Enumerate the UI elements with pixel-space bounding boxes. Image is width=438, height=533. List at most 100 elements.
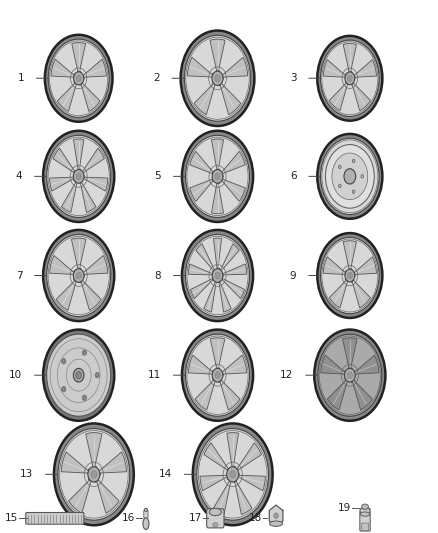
Ellipse shape: [143, 518, 149, 529]
Text: 13: 13: [20, 470, 33, 479]
Polygon shape: [223, 355, 247, 374]
Polygon shape: [195, 380, 215, 410]
Ellipse shape: [83, 351, 86, 354]
Ellipse shape: [212, 82, 214, 84]
Ellipse shape: [234, 466, 235, 468]
Ellipse shape: [318, 334, 382, 416]
Polygon shape: [212, 139, 223, 169]
Ellipse shape: [238, 473, 240, 475]
Ellipse shape: [80, 84, 81, 85]
Ellipse shape: [43, 329, 114, 421]
Ellipse shape: [361, 504, 368, 510]
Ellipse shape: [43, 131, 114, 222]
Text: 8: 8: [155, 271, 161, 280]
Text: 12: 12: [280, 370, 293, 380]
Ellipse shape: [83, 175, 85, 177]
Ellipse shape: [361, 175, 364, 178]
Ellipse shape: [80, 268, 81, 270]
Ellipse shape: [347, 372, 353, 378]
Ellipse shape: [76, 75, 81, 82]
Ellipse shape: [212, 71, 223, 85]
Ellipse shape: [219, 182, 220, 184]
Polygon shape: [81, 83, 100, 111]
Ellipse shape: [82, 350, 87, 356]
Ellipse shape: [182, 131, 253, 222]
Polygon shape: [53, 148, 75, 173]
Ellipse shape: [219, 169, 220, 171]
Ellipse shape: [227, 469, 229, 471]
Polygon shape: [221, 244, 239, 271]
Ellipse shape: [269, 521, 283, 526]
Ellipse shape: [88, 467, 100, 482]
FancyBboxPatch shape: [26, 513, 84, 524]
Ellipse shape: [321, 40, 379, 116]
Ellipse shape: [219, 70, 220, 72]
Ellipse shape: [325, 144, 374, 208]
Ellipse shape: [345, 368, 355, 382]
Text: 15: 15: [5, 513, 18, 523]
Polygon shape: [51, 59, 74, 77]
Ellipse shape: [83, 396, 86, 399]
Ellipse shape: [76, 272, 81, 279]
Polygon shape: [210, 338, 225, 368]
Ellipse shape: [352, 159, 355, 163]
Ellipse shape: [74, 271, 75, 272]
Polygon shape: [323, 257, 346, 274]
Ellipse shape: [345, 72, 355, 85]
Ellipse shape: [360, 512, 370, 516]
Polygon shape: [196, 244, 215, 271]
Ellipse shape: [345, 370, 346, 372]
Ellipse shape: [215, 272, 220, 279]
Polygon shape: [329, 280, 348, 308]
Ellipse shape: [88, 469, 90, 471]
Ellipse shape: [43, 230, 114, 321]
Ellipse shape: [227, 467, 239, 482]
Ellipse shape: [223, 77, 224, 79]
Ellipse shape: [180, 30, 254, 126]
FancyBboxPatch shape: [361, 523, 368, 530]
Ellipse shape: [215, 173, 220, 180]
Ellipse shape: [230, 471, 236, 478]
Polygon shape: [352, 380, 372, 410]
Ellipse shape: [80, 71, 81, 73]
Ellipse shape: [274, 513, 278, 519]
Polygon shape: [355, 355, 379, 374]
Ellipse shape: [74, 72, 84, 85]
Ellipse shape: [213, 522, 218, 527]
Ellipse shape: [339, 165, 341, 168]
Text: 6: 6: [290, 172, 297, 181]
Polygon shape: [213, 481, 231, 514]
Ellipse shape: [212, 269, 223, 282]
Polygon shape: [86, 433, 102, 467]
FancyBboxPatch shape: [207, 509, 224, 528]
Ellipse shape: [182, 329, 253, 421]
Ellipse shape: [345, 81, 346, 83]
Ellipse shape: [73, 269, 84, 282]
Ellipse shape: [351, 269, 352, 270]
Ellipse shape: [234, 481, 235, 482]
Text: 17: 17: [189, 513, 202, 523]
Polygon shape: [354, 60, 377, 77]
Ellipse shape: [47, 135, 111, 217]
Ellipse shape: [212, 169, 223, 183]
Ellipse shape: [314, 329, 385, 421]
Polygon shape: [194, 83, 215, 115]
Ellipse shape: [222, 175, 223, 177]
Ellipse shape: [354, 77, 355, 79]
Ellipse shape: [91, 471, 97, 478]
Polygon shape: [84, 255, 108, 274]
Ellipse shape: [212, 73, 214, 75]
Ellipse shape: [96, 374, 99, 377]
Ellipse shape: [317, 134, 382, 219]
Polygon shape: [191, 278, 213, 298]
Polygon shape: [352, 83, 371, 111]
Text: 3: 3: [290, 73, 297, 83]
Ellipse shape: [186, 235, 250, 317]
Polygon shape: [81, 182, 96, 213]
Ellipse shape: [339, 184, 341, 188]
Ellipse shape: [58, 429, 130, 520]
Polygon shape: [97, 480, 119, 513]
Ellipse shape: [219, 84, 220, 86]
Ellipse shape: [47, 334, 111, 416]
Polygon shape: [74, 139, 84, 169]
